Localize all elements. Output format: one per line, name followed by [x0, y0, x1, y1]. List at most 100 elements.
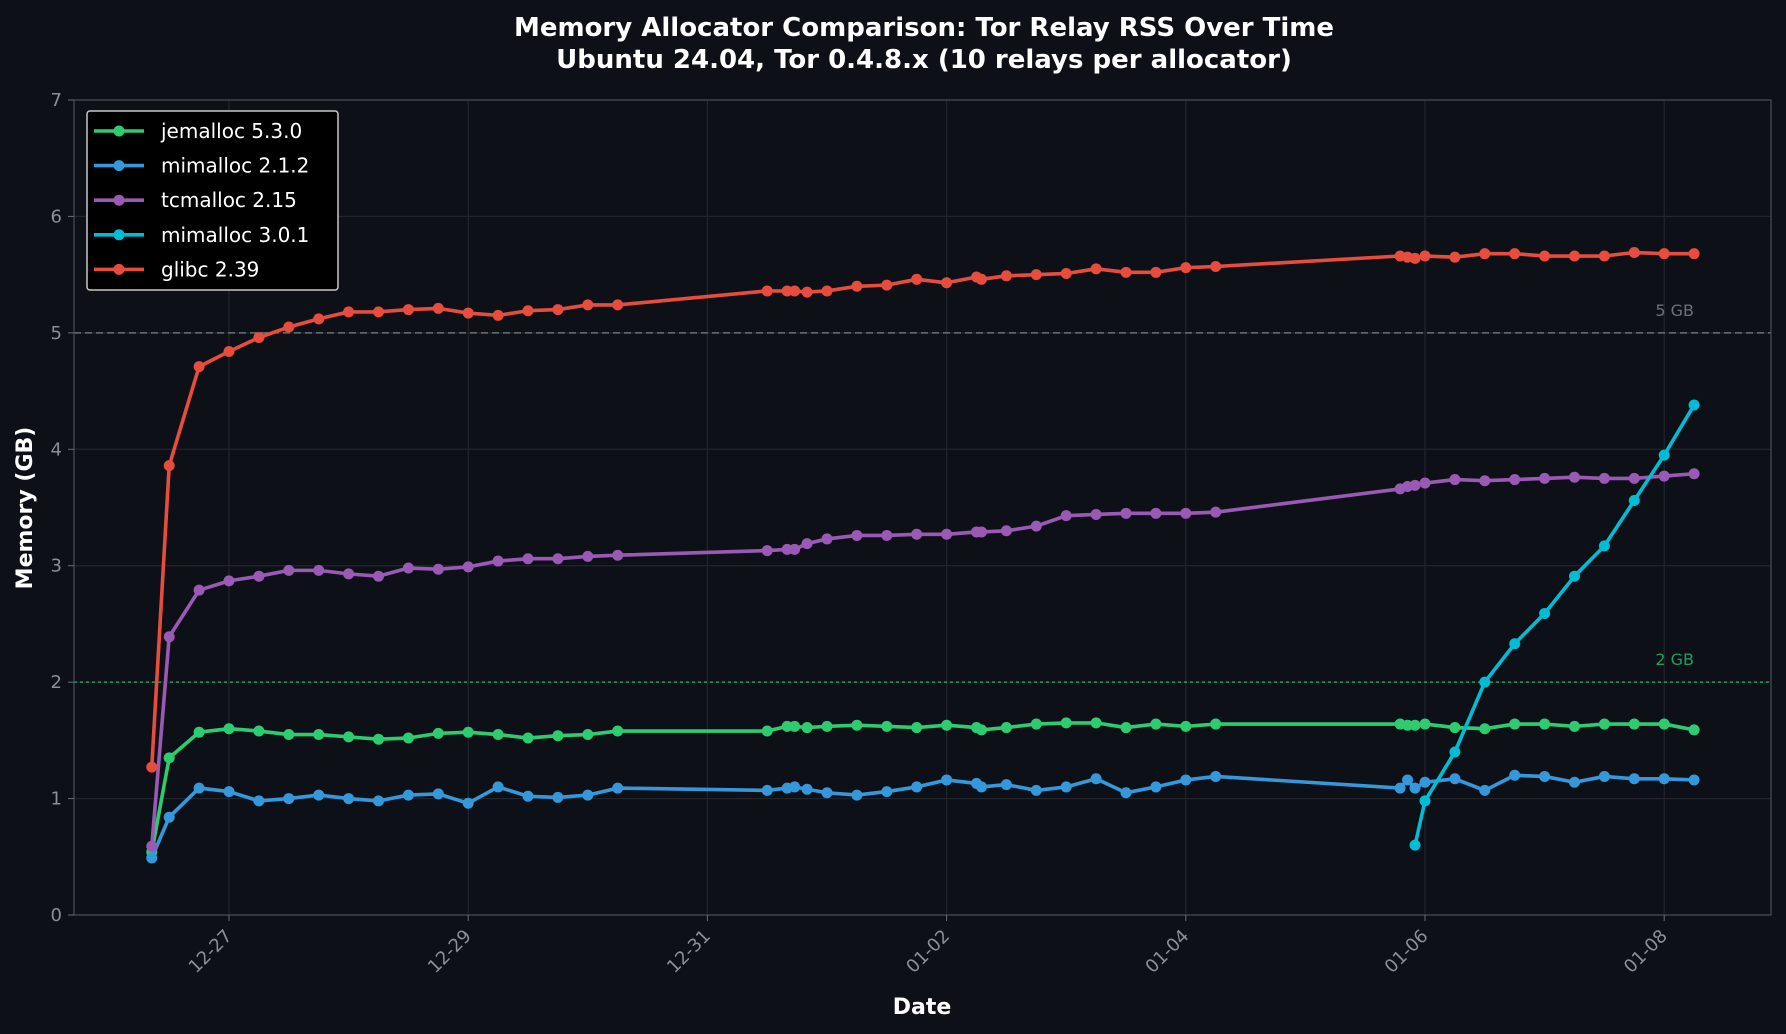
data-point	[552, 791, 564, 803]
data-point	[193, 361, 205, 373]
data-point	[881, 720, 893, 732]
data-point	[193, 782, 205, 794]
data-point	[761, 725, 773, 737]
data-point	[881, 529, 893, 541]
data-point	[821, 720, 833, 732]
data-point	[462, 726, 474, 738]
data-point	[761, 784, 773, 796]
data-point	[1569, 720, 1580, 732]
y-tick-label: 4	[51, 439, 62, 460]
series-jemalloc-5-3-0	[146, 717, 1700, 858]
data-point	[881, 786, 893, 798]
data-point	[283, 793, 295, 805]
legend-swatch-marker	[113, 160, 125, 172]
data-point	[1000, 722, 1012, 734]
y-tick-label: 6	[51, 206, 62, 227]
data-point	[552, 553, 564, 565]
data-point	[1000, 525, 1012, 537]
data-point	[1419, 250, 1431, 262]
data-point	[1658, 248, 1670, 260]
data-point	[1479, 475, 1491, 487]
data-point	[761, 285, 773, 297]
data-point	[1658, 718, 1670, 730]
data-point	[941, 774, 953, 786]
data-point	[1180, 262, 1192, 274]
data-point	[1419, 718, 1431, 730]
reference-line-label: 2 GB	[1655, 650, 1694, 669]
data-point	[1150, 507, 1162, 519]
data-point	[1688, 248, 1700, 260]
data-point	[1120, 787, 1132, 799]
data-point	[343, 731, 355, 743]
data-point	[163, 631, 175, 643]
data-point	[1090, 717, 1102, 729]
data-point	[402, 789, 414, 801]
data-point	[1409, 782, 1421, 794]
data-point	[223, 345, 235, 357]
legend-swatch-marker	[113, 194, 125, 206]
legend: jemalloc 5.3.0 mimalloc 2.1.2 tcmalloc 2.1…	[86, 110, 339, 291]
data-point	[223, 723, 235, 735]
data-point	[1030, 269, 1042, 281]
legend-box	[86, 110, 339, 291]
data-point	[313, 564, 325, 576]
data-point	[253, 332, 265, 344]
data-point	[1419, 776, 1431, 788]
data-point	[911, 781, 923, 793]
data-point	[492, 729, 504, 741]
data-point	[146, 840, 158, 852]
y-tick-label: 5	[51, 323, 62, 344]
data-point	[1479, 248, 1491, 260]
data-point	[1569, 570, 1580, 582]
data-point	[851, 719, 863, 731]
data-point	[851, 529, 863, 541]
data-point	[801, 783, 813, 795]
data-point	[1120, 722, 1132, 734]
data-point	[1120, 507, 1132, 519]
data-point	[373, 733, 384, 745]
legend-label: mimalloc 2.1.2	[161, 154, 309, 178]
data-point	[1409, 719, 1421, 731]
data-point	[432, 563, 444, 575]
y-tick-label: 7	[51, 90, 62, 111]
data-point	[1628, 247, 1640, 259]
data-point	[821, 787, 833, 799]
data-point	[1688, 774, 1700, 786]
data-point	[1060, 717, 1072, 729]
data-point	[1628, 495, 1640, 507]
data-point	[1598, 540, 1610, 552]
data-point	[1509, 718, 1521, 730]
data-point	[522, 553, 534, 565]
data-point	[432, 788, 444, 800]
data-point	[283, 321, 295, 333]
reference-lines: 5 GB 2 GB	[74, 301, 1771, 683]
data-point	[1628, 718, 1640, 730]
data-point	[1479, 784, 1491, 796]
data-point	[789, 543, 801, 555]
legend-label: jemalloc 5.3.0	[160, 119, 302, 143]
data-point	[975, 526, 987, 538]
data-point	[313, 313, 325, 325]
data-point	[343, 793, 355, 805]
data-point	[1409, 839, 1421, 851]
data-point	[1090, 263, 1102, 275]
data-point	[492, 555, 504, 567]
data-point	[582, 729, 594, 741]
data-point	[851, 280, 863, 292]
y-axis-label: Memory (GB)	[13, 427, 38, 590]
data-point	[1000, 779, 1012, 791]
data-point	[1210, 718, 1222, 730]
data-point	[1120, 266, 1132, 278]
data-point	[612, 725, 624, 737]
data-point	[1409, 479, 1421, 491]
legend-swatch-marker	[113, 229, 125, 241]
data-point	[1090, 508, 1102, 520]
data-point	[1449, 251, 1461, 263]
legend-swatch-marker	[113, 125, 125, 137]
data-point	[1509, 474, 1521, 486]
data-point	[522, 790, 534, 802]
data-point	[1539, 718, 1551, 730]
data-point	[163, 752, 175, 764]
data-point	[1509, 248, 1521, 260]
data-point	[462, 307, 474, 319]
